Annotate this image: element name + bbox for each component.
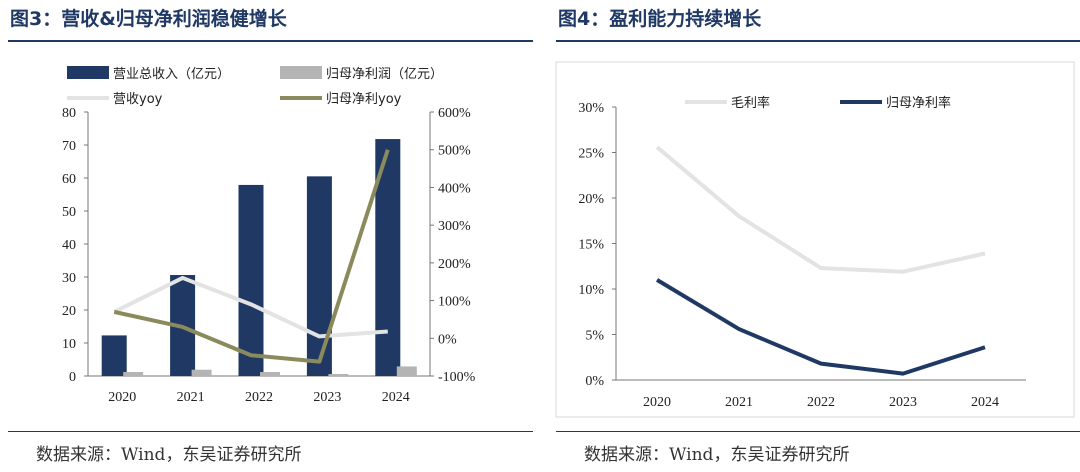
y-right-tick-label: 200% — [438, 257, 471, 272]
x-tick-label: 2021 — [177, 390, 205, 405]
data-source-note: 数据来源：Wind，东吴证券研究所 — [584, 445, 850, 465]
y-right-tick-label: 0% — [438, 332, 457, 347]
y-left-tick-label: 50 — [62, 205, 76, 220]
bar-net-profit — [260, 372, 280, 376]
x-tick-label: 2023 — [313, 390, 341, 405]
x-tick-label: 2022 — [245, 390, 273, 405]
y-tick-label: 15% — [578, 238, 604, 253]
y-left-tick-label: 20 — [62, 304, 76, 319]
bar-net-profit — [123, 372, 144, 376]
chart-title: 图3：营收&归母净利润稳健增长 — [10, 8, 287, 30]
y-left-tick-label: 80 — [62, 106, 76, 121]
y-right-tick-label: 400% — [438, 181, 471, 196]
y-tick-label: 30% — [578, 101, 604, 116]
legend-label: 归母净利润（亿元） — [326, 67, 443, 82]
y-right-tick-label: 300% — [438, 219, 471, 234]
bar-net-profit — [328, 374, 349, 376]
y-left-tick-label: 30 — [62, 271, 76, 286]
x-tick-label: 2023 — [889, 395, 917, 410]
y-left-tick-label: 70 — [62, 139, 76, 154]
chart-revenue-profit: 0 10 20 30 40 50 60 70 80 -100% 0% 100% 200% 300% 400%… — [62, 66, 476, 405]
y-left-tick-label: 10 — [62, 337, 76, 352]
title-divider — [8, 40, 533, 42]
chart-panel-profitability: 图4：盈利能力持续增长 0% 5% 10% 15% 20% 25% 30% 2020 2021 2… — [548, 0, 1080, 472]
legend-label: 毛利率 — [731, 95, 770, 111]
legend-swatch — [280, 66, 322, 79]
y-right-tick-label: 100% — [438, 295, 471, 310]
source-divider — [8, 431, 533, 432]
line-net-margin — [655, 278, 986, 376]
y-tick-label: 10% — [578, 283, 604, 298]
title-divider — [556, 40, 1080, 42]
x-tick-label: 2020 — [108, 390, 136, 405]
x-tick-label: 2020 — [643, 395, 671, 410]
x-tick-label: 2022 — [807, 395, 835, 410]
bar-revenue — [238, 184, 264, 376]
bar-net-profit — [191, 369, 212, 376]
source-divider — [556, 431, 1080, 432]
chart-title: 图4：盈利能力持续增长 — [558, 8, 762, 30]
x-tick-label: 2024 — [382, 390, 410, 405]
line-revenue-yoy — [113, 275, 388, 339]
plot-frame — [555, 61, 1075, 418]
legend-label: 营收yoy — [113, 92, 163, 107]
line-gross-margin — [655, 145, 986, 274]
y-right-tick-label: -100% — [438, 370, 476, 385]
x-tick-label: 2024 — [971, 395, 999, 410]
bar-revenue — [101, 335, 127, 376]
legend-label: 归母净利yoy — [326, 92, 402, 107]
y-tick-label: 5% — [585, 329, 604, 344]
y-left-tick-label: 0 — [69, 370, 76, 385]
chart-profitability: 0% 5% 10% 15% 20% 25% 30% 2020 2021 2022 2023 2024 毛… — [555, 61, 1075, 418]
line-net-profit-yoy — [113, 149, 390, 364]
y-tick-label: 0% — [585, 374, 604, 389]
y-tick-label: 20% — [578, 192, 604, 207]
legend-swatch — [67, 66, 109, 79]
data-source-note: 数据来源：Wind，东吴证券研究所 — [36, 445, 302, 465]
y-left-tick-label: 60 — [62, 172, 76, 187]
y-tick-label: 25% — [578, 147, 604, 162]
chart-panel-revenue-profit: 图3：营收&归母净利润稳健增长 0 10 20 30 40 50 60 70 80 -100% 0%… — [0, 0, 533, 472]
y-right-tick-label: 600% — [438, 106, 471, 121]
bar-revenue — [306, 176, 332, 376]
legend-label: 归母净利率 — [886, 95, 951, 111]
bar-net-profit — [396, 366, 417, 376]
y-left-tick-label: 40 — [62, 238, 76, 253]
legend-label: 营业总收入（亿元） — [113, 67, 230, 82]
x-tick-label: 2021 — [725, 395, 753, 410]
y-right-tick-label: 500% — [438, 144, 471, 159]
